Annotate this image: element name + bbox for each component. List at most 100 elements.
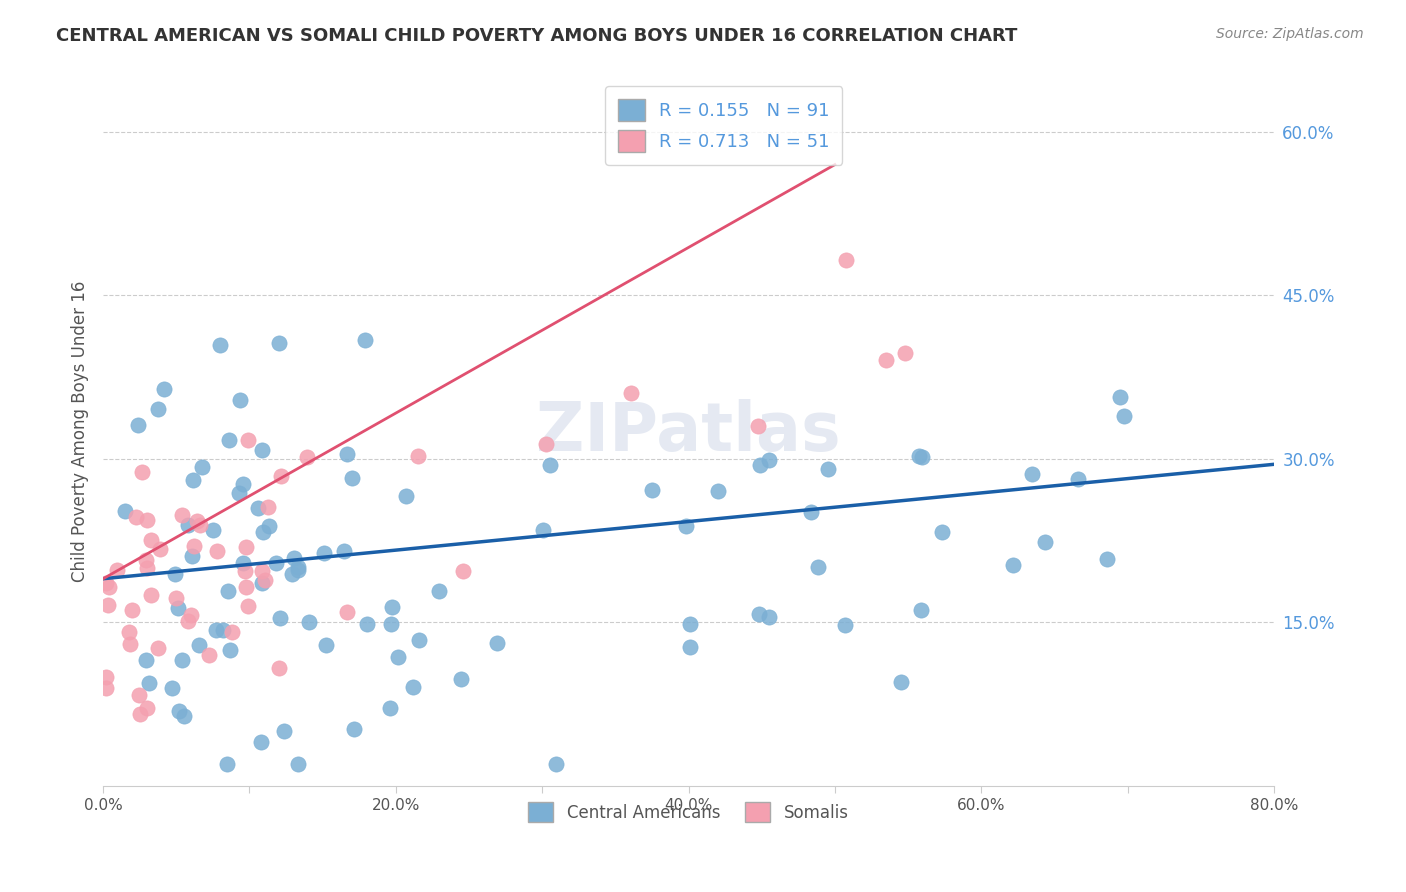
Point — [191, 459, 214, 474]
Point — [235, 564, 257, 578]
Point — [217, 756, 239, 771]
Point — [748, 607, 770, 622]
Point — [118, 637, 141, 651]
Point — [910, 603, 932, 617]
Point — [136, 513, 159, 527]
Point — [395, 489, 418, 503]
Point — [135, 553, 157, 567]
Point — [315, 638, 337, 652]
Point — [890, 674, 912, 689]
Point — [273, 724, 295, 739]
Text: Source: ZipAtlas.com: Source: ZipAtlas.com — [1216, 27, 1364, 41]
Point — [139, 588, 162, 602]
Point — [176, 614, 198, 628]
Point — [380, 701, 402, 715]
Point — [235, 580, 257, 594]
Point — [205, 543, 228, 558]
Point — [218, 433, 240, 447]
Y-axis label: Child Poverty Among Boys Under 16: Child Poverty Among Boys Under 16 — [72, 281, 89, 582]
Point — [228, 486, 250, 500]
Point — [911, 450, 934, 464]
Point — [707, 484, 730, 499]
Point — [343, 722, 366, 736]
Point — [97, 599, 120, 613]
Point — [875, 352, 897, 367]
Point — [135, 653, 157, 667]
Point — [105, 563, 128, 577]
Point — [96, 670, 118, 684]
Point — [264, 557, 287, 571]
Point — [127, 418, 149, 433]
Point — [173, 709, 195, 723]
Point — [641, 483, 664, 497]
Point — [183, 540, 205, 554]
Point — [800, 505, 823, 519]
Point — [186, 514, 208, 528]
Point — [486, 635, 509, 649]
Point — [172, 508, 194, 522]
Point — [180, 607, 202, 622]
Point — [908, 449, 931, 463]
Point — [188, 638, 211, 652]
Point — [287, 563, 309, 577]
Point — [131, 465, 153, 479]
Point — [312, 546, 335, 560]
Point — [254, 574, 277, 588]
Point — [333, 544, 356, 558]
Point — [138, 675, 160, 690]
Point — [257, 500, 280, 514]
Point — [834, 617, 856, 632]
Point — [252, 576, 274, 591]
Point — [202, 524, 225, 538]
Point — [218, 643, 240, 657]
Point — [121, 603, 143, 617]
Point — [135, 560, 157, 574]
Point — [94, 575, 117, 590]
Point — [336, 605, 359, 619]
Point — [340, 471, 363, 485]
Point — [97, 581, 120, 595]
Point — [270, 468, 292, 483]
Text: ZIPatlas: ZIPatlas — [536, 399, 841, 465]
Point — [675, 519, 697, 533]
Point — [747, 419, 769, 434]
Point — [252, 525, 274, 540]
Point — [1108, 390, 1130, 404]
Point — [453, 564, 475, 578]
Point — [146, 401, 169, 416]
Point — [835, 252, 858, 267]
Point — [287, 756, 309, 771]
Point — [267, 336, 290, 351]
Point — [257, 519, 280, 533]
Point — [232, 556, 254, 570]
Point — [1021, 467, 1043, 481]
Point — [540, 458, 562, 472]
Point — [354, 334, 377, 348]
Point — [250, 735, 273, 749]
Point — [250, 564, 273, 578]
Point — [534, 436, 557, 450]
Point — [406, 449, 429, 463]
Point — [1035, 535, 1057, 549]
Point — [1001, 558, 1024, 573]
Point — [117, 625, 139, 640]
Point — [221, 625, 243, 640]
Point — [148, 640, 170, 655]
Point — [283, 551, 305, 566]
Point — [807, 560, 830, 574]
Point — [269, 610, 291, 624]
Point — [236, 599, 259, 614]
Point — [758, 610, 780, 624]
Point — [212, 623, 235, 637]
Point — [183, 473, 205, 487]
Point — [250, 442, 273, 457]
Point — [894, 346, 917, 360]
Point — [167, 704, 190, 718]
Point — [758, 453, 780, 467]
Point — [129, 706, 152, 721]
Point — [235, 540, 257, 554]
Point — [401, 680, 423, 694]
Point — [96, 681, 118, 696]
Point — [356, 617, 378, 632]
Point — [679, 640, 702, 654]
